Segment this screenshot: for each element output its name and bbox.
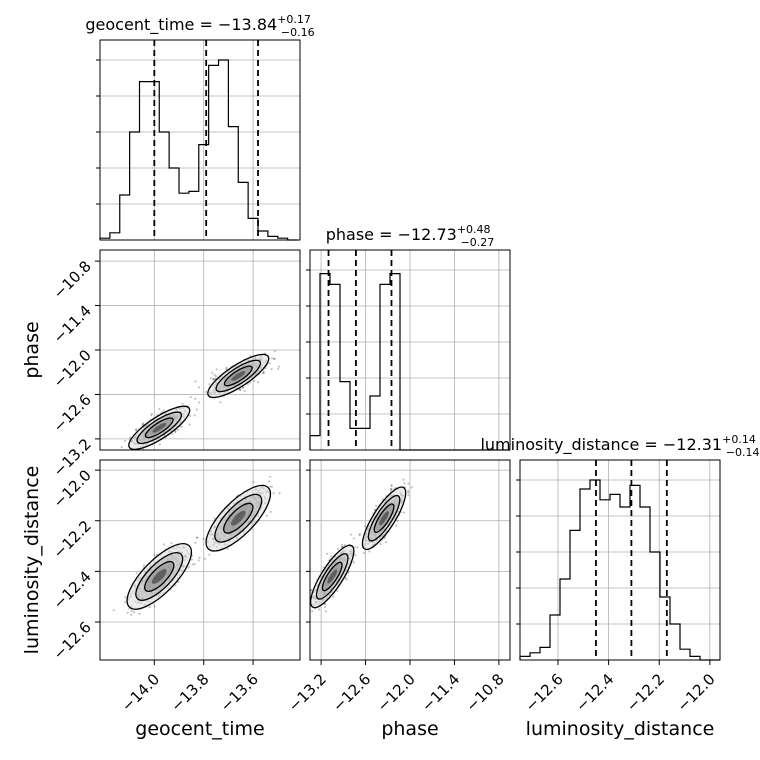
x-tick-label: −14.0	[118, 670, 163, 715]
x-tick-label: −12.6	[329, 670, 374, 715]
panel-frame	[519, 459, 721, 661]
panel-frame	[99, 459, 301, 661]
histogram-panel-phase	[306, 249, 511, 451]
x-tick-label: −10.8	[462, 670, 507, 715]
x-axis-label-phase: phase	[381, 718, 438, 740]
density-contour	[231, 371, 246, 381]
x-tick-label: −13.2	[285, 670, 330, 715]
scatter-panel-luminosity_distance-vs-phase	[309, 459, 511, 661]
y-tick-label: −12.0	[50, 346, 95, 391]
histogram-panel-geocent_time	[96, 39, 301, 241]
x-tick-label: −12.0	[673, 670, 718, 715]
x-tick-label: −12.2	[623, 670, 668, 715]
x-tick-label: −13.6	[217, 670, 262, 715]
histogram-steps	[309, 273, 510, 451]
panel-frame	[99, 39, 301, 241]
y-tick-label: −10.8	[50, 257, 95, 302]
density-contour	[230, 510, 246, 526]
scatter-panel-phase-vs-geocent_time	[99, 249, 301, 451]
density-contour	[151, 569, 167, 584]
histogram-panel-luminosity_distance	[516, 459, 721, 661]
panel-title-phase: phase = −12.73+0.48 −0.27	[326, 223, 495, 249]
y-axis-label-luminosity_distance: luminosity_distance	[21, 466, 43, 655]
x-tick-label: −11.4	[418, 670, 463, 715]
density-contour	[379, 511, 389, 526]
x-tick-label: −12.0	[374, 670, 419, 715]
density-contour	[327, 569, 338, 584]
panel-title-geocent_time: geocent_time = −13.84+0.17 −0.16	[85, 13, 314, 39]
y-tick-label: −12.4	[50, 567, 95, 612]
y-axis-label-phase: phase	[21, 321, 43, 378]
scatter-points	[112, 475, 281, 616]
density-contour	[152, 422, 167, 433]
x-tick-label: −12.4	[572, 670, 617, 715]
x-tick-label: −12.6	[522, 670, 567, 715]
panel-title-luminosity_distance: luminosity_distance = −12.31+0.14 −0.14	[480, 433, 759, 459]
histogram-steps	[99, 59, 298, 241]
histogram-steps	[519, 479, 720, 661]
y-tick-label: −11.4	[50, 302, 95, 347]
y-tick-label: −12.6	[50, 391, 95, 436]
x-tick-label: −13.8	[167, 670, 212, 715]
y-tick-label: −12.6	[50, 618, 95, 663]
y-tick-label: −12.2	[50, 517, 95, 562]
scatter-panel-luminosity_distance-vs-geocent_time	[99, 459, 301, 661]
x-axis-label-geocent_time: geocent_time	[135, 718, 264, 740]
x-axis-label-luminosity_distance: luminosity_distance	[526, 718, 715, 740]
scatter-points	[310, 478, 413, 613]
scatter-points	[120, 350, 281, 450]
